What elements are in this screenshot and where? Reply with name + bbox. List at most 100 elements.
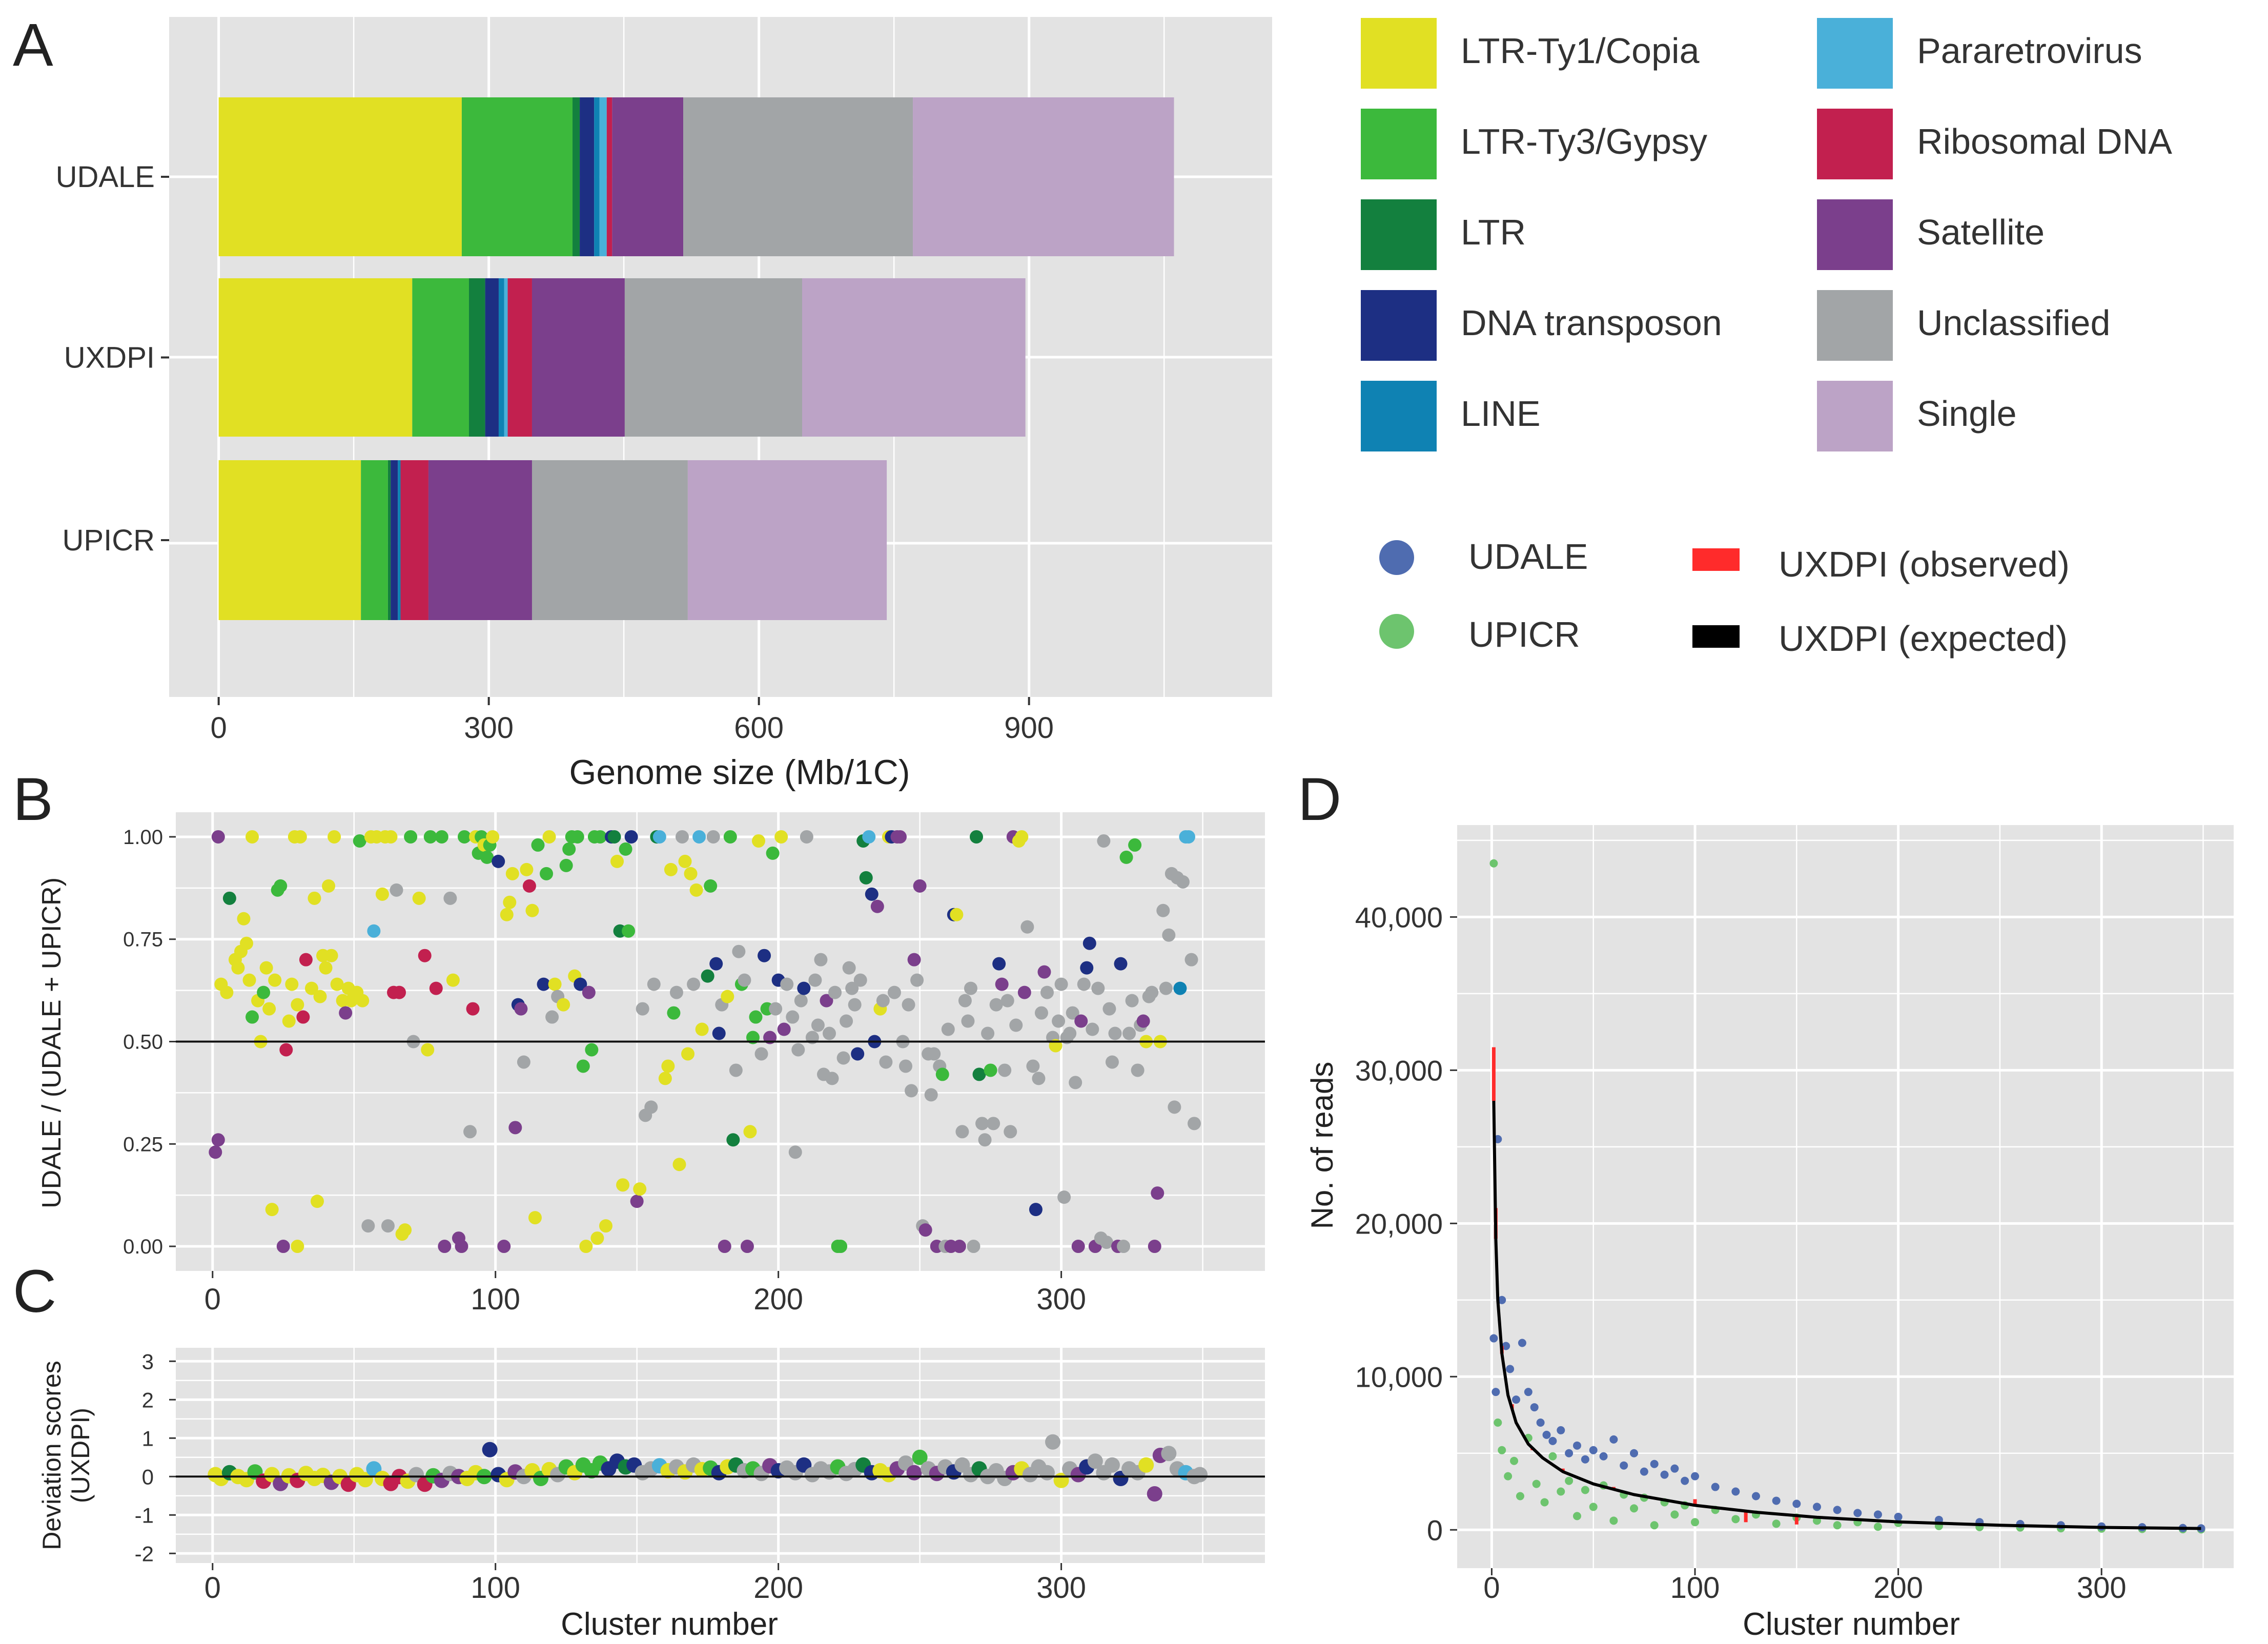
panel-b-point (836, 1051, 850, 1065)
panel-b-point (794, 994, 808, 1008)
legend-label-upicr: UPICR (1468, 614, 1580, 654)
panel-b-point (797, 981, 811, 995)
y-tick-label: 0.00 (123, 1236, 163, 1258)
panel-b-point (582, 985, 596, 999)
panel-b-point (1114, 957, 1128, 971)
panel-b-point (622, 924, 636, 938)
panel-b-point (859, 871, 873, 885)
udale-point (1489, 1334, 1498, 1343)
panel-b-point (505, 867, 519, 880)
panel-b-point (1086, 1022, 1099, 1036)
x-tick-label: 0 (210, 711, 227, 745)
panel-c-y-axis-title-line1: Deviation scores (37, 1361, 66, 1550)
udale-point (1536, 1418, 1545, 1427)
bar-upicr-dna-transposon (391, 460, 398, 620)
panel-b-point (661, 1059, 675, 1073)
panel-b-point (692, 830, 706, 844)
bar-upicr-ltr-ty1-copia (218, 460, 361, 620)
upicr-point (1504, 1472, 1513, 1481)
x-tick-label: 0 (205, 1571, 221, 1605)
panel-b-point (324, 949, 338, 962)
panel-d-gridlines (1457, 825, 2234, 1568)
legend-swatch-ltr (1361, 199, 1437, 270)
panel-a-bars (218, 97, 1174, 620)
panel-b-point (729, 1063, 743, 1077)
udale-point (1599, 1452, 1608, 1461)
panel-c-gridlines (176, 1348, 1265, 1563)
category-label-upicr: UPICR (63, 524, 155, 557)
panel-b-point (1015, 830, 1029, 844)
panel-b-point (542, 830, 556, 844)
bar-udale-single (913, 97, 1174, 256)
panel-b-point (503, 895, 517, 909)
panel-b-point (975, 1117, 989, 1131)
panel-d-lines (1491, 1047, 2201, 1530)
panel-b-point (675, 830, 689, 844)
panel-b-point (941, 1022, 955, 1036)
udale-point (1660, 1470, 1669, 1479)
panel-b-point (828, 985, 842, 999)
x-tick-label: 300 (2077, 1571, 2127, 1605)
panel-b-point (576, 1059, 590, 1073)
upicr-point (1540, 1498, 1549, 1507)
category-label-uxdpi: UXDPI (64, 341, 155, 375)
panel-b-point (262, 1002, 276, 1016)
panel-c-points (176, 1434, 1265, 1502)
panel-b-point (537, 977, 550, 991)
panel-b-point (242, 973, 256, 987)
panel-b-point (522, 879, 536, 893)
panel-b-points (176, 830, 1265, 1253)
panel-c-point (1138, 1457, 1154, 1473)
panel-b-point (304, 981, 318, 995)
panel-c-point (1045, 1434, 1061, 1450)
panel-b-point (209, 1145, 222, 1159)
legend-label-dna-transposon: DNA transposon (1461, 303, 1722, 343)
udale-point (2197, 1524, 2205, 1533)
panel-b-point (220, 985, 234, 999)
panel-d-legend: UDALE UPICR UXDPI (observed) UXDPI (expecte… (1379, 537, 2070, 659)
panel-b-point (293, 830, 307, 844)
panel-d-ticks: 0 10,000 20,000 30,000 40,000 0 100 200 300 (1355, 901, 2127, 1605)
panel-b-point (356, 994, 370, 1008)
expected-curve (1492, 1101, 2201, 1530)
bar-udale-pararetrovirus (599, 97, 607, 256)
legend-dot-upicr (1379, 614, 1414, 649)
panel-b-point (704, 879, 718, 893)
legend-label-ribosomal-dna: Ribosomal DNA (1917, 121, 2172, 161)
panel-b-ticks: 0.00 0.25 0.50 0.75 1.00 0 100 200 300 (123, 826, 1086, 1316)
bar-udale-ribosomal-dna (606, 97, 612, 256)
udale-point (1572, 1441, 1581, 1450)
upicr-point (1873, 1523, 1882, 1531)
udale-point (1772, 1496, 1781, 1505)
upicr-point (1548, 1452, 1557, 1461)
panel-b-point (811, 1018, 825, 1032)
panel-c-point (1147, 1486, 1162, 1502)
panel-b-point (562, 842, 576, 856)
panel-b-point (423, 830, 437, 844)
panel-b-point (695, 1022, 709, 1036)
panel-c-x-axis-title: Cluster number (561, 1607, 778, 1642)
y-tick-label: 2 (142, 1388, 154, 1412)
panel-b-point (972, 1067, 986, 1081)
panel-b-point (780, 977, 794, 991)
panel-b-point (950, 908, 964, 921)
udale-point (1640, 1467, 1648, 1476)
bar-udale-ltr-ty1-copia (218, 97, 462, 256)
panel-b-point (738, 973, 751, 987)
udale-point (1691, 1472, 1700, 1481)
panel-b-point (1188, 1117, 1201, 1131)
udale-point (1512, 1395, 1521, 1404)
y-tick-label: 0.75 (123, 929, 163, 951)
panel-label-b: B (13, 766, 53, 833)
legend-label-ltr-ty1-copia: LTR-Ty1/Copia (1461, 31, 1700, 71)
panel-b-point (492, 854, 505, 868)
panel-b-point (421, 1043, 435, 1057)
panel-b-point (508, 1121, 522, 1135)
panel-b-point (1029, 1203, 1043, 1217)
udale-point (1548, 1436, 1557, 1445)
panel-b-point (265, 1203, 279, 1217)
panel-b-point (361, 1219, 375, 1233)
panel-b-point (557, 998, 570, 1012)
panel-b-point (574, 977, 587, 991)
